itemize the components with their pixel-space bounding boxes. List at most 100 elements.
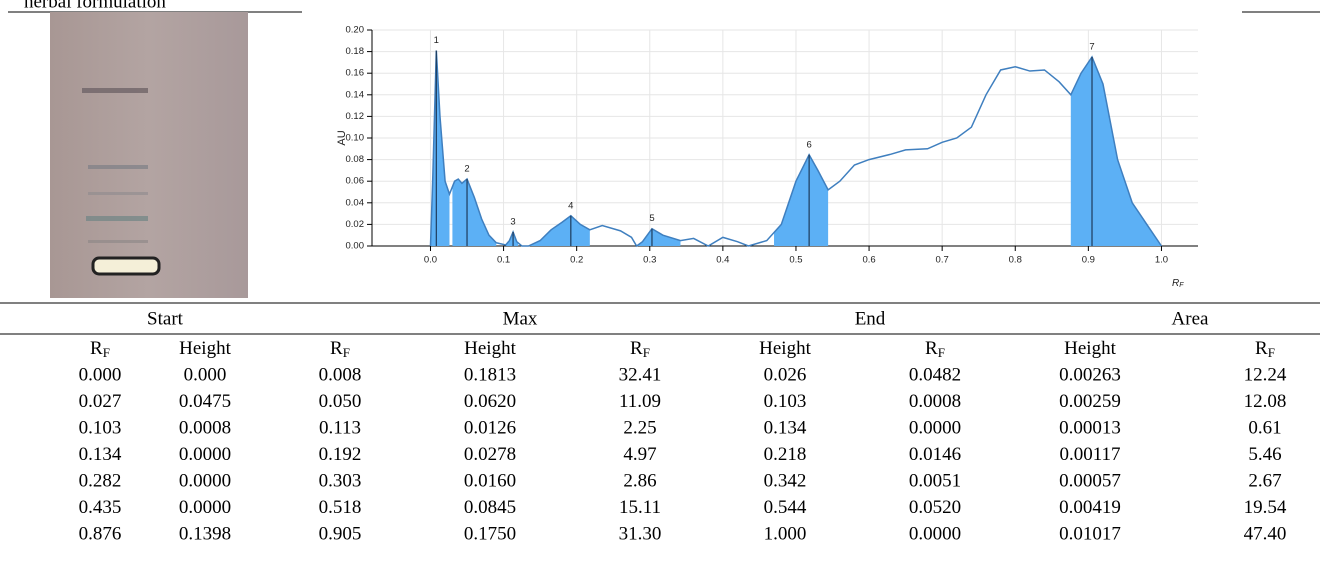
column-header: RF — [330, 338, 350, 360]
y-axis-label: AU — [336, 130, 348, 145]
cell: 0.00259 — [1059, 391, 1121, 412]
cell: 0.0008 — [179, 417, 231, 438]
chart: AU RF 0.000.020.040.060.080.100.120.140.… — [336, 25, 1198, 289]
x-tick-label: 0.4 — [716, 255, 729, 266]
x-tick-label: 0.0 — [424, 255, 437, 266]
cell: 4.97 — [623, 444, 656, 465]
group-header: Area — [1172, 308, 1209, 329]
cell: 15.11 — [619, 497, 661, 518]
y-tick-label: 0.18 — [346, 46, 365, 57]
cell: 0.0000 — [179, 470, 231, 491]
cell: 0.103 — [79, 417, 122, 438]
column-header: RF — [630, 338, 650, 360]
x-tick-label: 0.7 — [936, 255, 949, 266]
cell: 0.0146 — [909, 444, 961, 465]
caption: herbal formulation — [24, 0, 166, 12]
peak-area — [505, 231, 519, 246]
cell: 0.00013 — [1059, 417, 1121, 438]
cell: 0.0160 — [464, 470, 516, 491]
cell: 0.435 — [79, 497, 122, 518]
x-tick-label: 0.1 — [497, 255, 510, 266]
cell: 0.050 — [319, 391, 362, 412]
peak-label: 5 — [649, 213, 654, 224]
cell: 0.000 — [79, 364, 122, 385]
cell: 0.342 — [764, 470, 807, 491]
cell: 0.026 — [764, 364, 807, 385]
cell: 0.1813 — [464, 364, 516, 385]
cell: 0.61 — [1248, 417, 1281, 438]
y-tick-label: 0.04 — [346, 197, 365, 208]
cell: 2.86 — [623, 470, 656, 491]
column-header: Height — [1064, 338, 1116, 359]
column-header: Height — [759, 338, 811, 359]
cell: 0.008 — [319, 364, 362, 385]
cell: 0.282 — [79, 470, 122, 491]
tlc-plate — [50, 12, 248, 298]
cell: 5.46 — [1248, 444, 1281, 465]
cell: 31.30 — [619, 523, 662, 544]
y-tick-label: 0.06 — [346, 176, 365, 187]
cell: 0.0278 — [464, 444, 516, 465]
cell: 0.0520 — [909, 497, 961, 518]
peak-area — [452, 179, 497, 246]
column-header: RF — [90, 338, 110, 360]
cell: 0.00117 — [1059, 444, 1120, 465]
x-tick-label: 0.3 — [643, 255, 656, 266]
y-tick-label: 0.16 — [346, 68, 365, 79]
y-tick-label: 0.20 — [346, 25, 365, 36]
cell: 0.0000 — [909, 523, 961, 544]
cell: 0.0000 — [909, 417, 961, 438]
y-tick-label: 0.12 — [346, 111, 365, 122]
cell: 0.0000 — [179, 444, 231, 465]
cell: 0.0000 — [179, 497, 231, 518]
cell: 12.24 — [1244, 364, 1287, 385]
y-tick-label: 0.10 — [346, 133, 365, 144]
cell: 32.41 — [619, 364, 662, 385]
column-header: RF — [1255, 338, 1275, 360]
peak-area — [636, 228, 681, 246]
cell: 0.0008 — [909, 391, 961, 412]
column-header: RF — [925, 338, 945, 360]
table: Start Max End Area RF Height RF Height RF Height R… — [79, 308, 1287, 544]
cell: 0.192 — [319, 444, 362, 465]
cell: 0.0051 — [909, 470, 961, 491]
x-tick-label: 0.6 — [862, 255, 875, 266]
y-tick-label: 0.02 — [346, 219, 365, 230]
cell: 1.000 — [764, 523, 807, 544]
cell: 19.54 — [1244, 497, 1287, 518]
cell: 0.0475 — [179, 391, 231, 412]
cell: 0.218 — [764, 444, 807, 465]
cell: 0.113 — [319, 417, 361, 438]
y-tick-label: 0.00 — [346, 241, 365, 252]
cell: 0.134 — [79, 444, 122, 465]
densitogram-line — [429, 50, 1163, 248]
cell: 0.0845 — [464, 497, 516, 518]
cell: 0.103 — [764, 391, 807, 412]
peak-label: 7 — [1089, 42, 1094, 53]
x-tick-label: 0.9 — [1082, 255, 1095, 266]
cell: 11.09 — [619, 391, 661, 412]
cell: 0.0620 — [464, 391, 516, 412]
cell: 47.40 — [1244, 523, 1287, 544]
y-tick-label: 0.08 — [346, 154, 365, 165]
column-header: Height — [179, 338, 231, 359]
cell: 0.0482 — [909, 364, 961, 385]
cell: 0.303 — [319, 470, 362, 491]
peak-label: 2 — [464, 164, 469, 175]
x-tick-label: 0.8 — [1009, 255, 1022, 266]
cell: 0.00263 — [1059, 364, 1121, 385]
cell: 0.905 — [319, 523, 362, 544]
cell: 0.134 — [764, 417, 807, 438]
cell: 0.00057 — [1059, 470, 1121, 491]
x-tick-label: 0.2 — [570, 255, 583, 266]
cell: 0.518 — [319, 497, 362, 518]
column-header: Height — [464, 338, 516, 359]
peak-area — [528, 215, 590, 246]
cell: 0.01017 — [1059, 523, 1121, 544]
cell: 2.67 — [1248, 470, 1281, 491]
x-tick-label: 1.0 — [1155, 255, 1168, 266]
cell: 0.1398 — [179, 523, 231, 544]
cell: 0.0126 — [464, 417, 516, 438]
peak-label: 1 — [434, 35, 439, 46]
